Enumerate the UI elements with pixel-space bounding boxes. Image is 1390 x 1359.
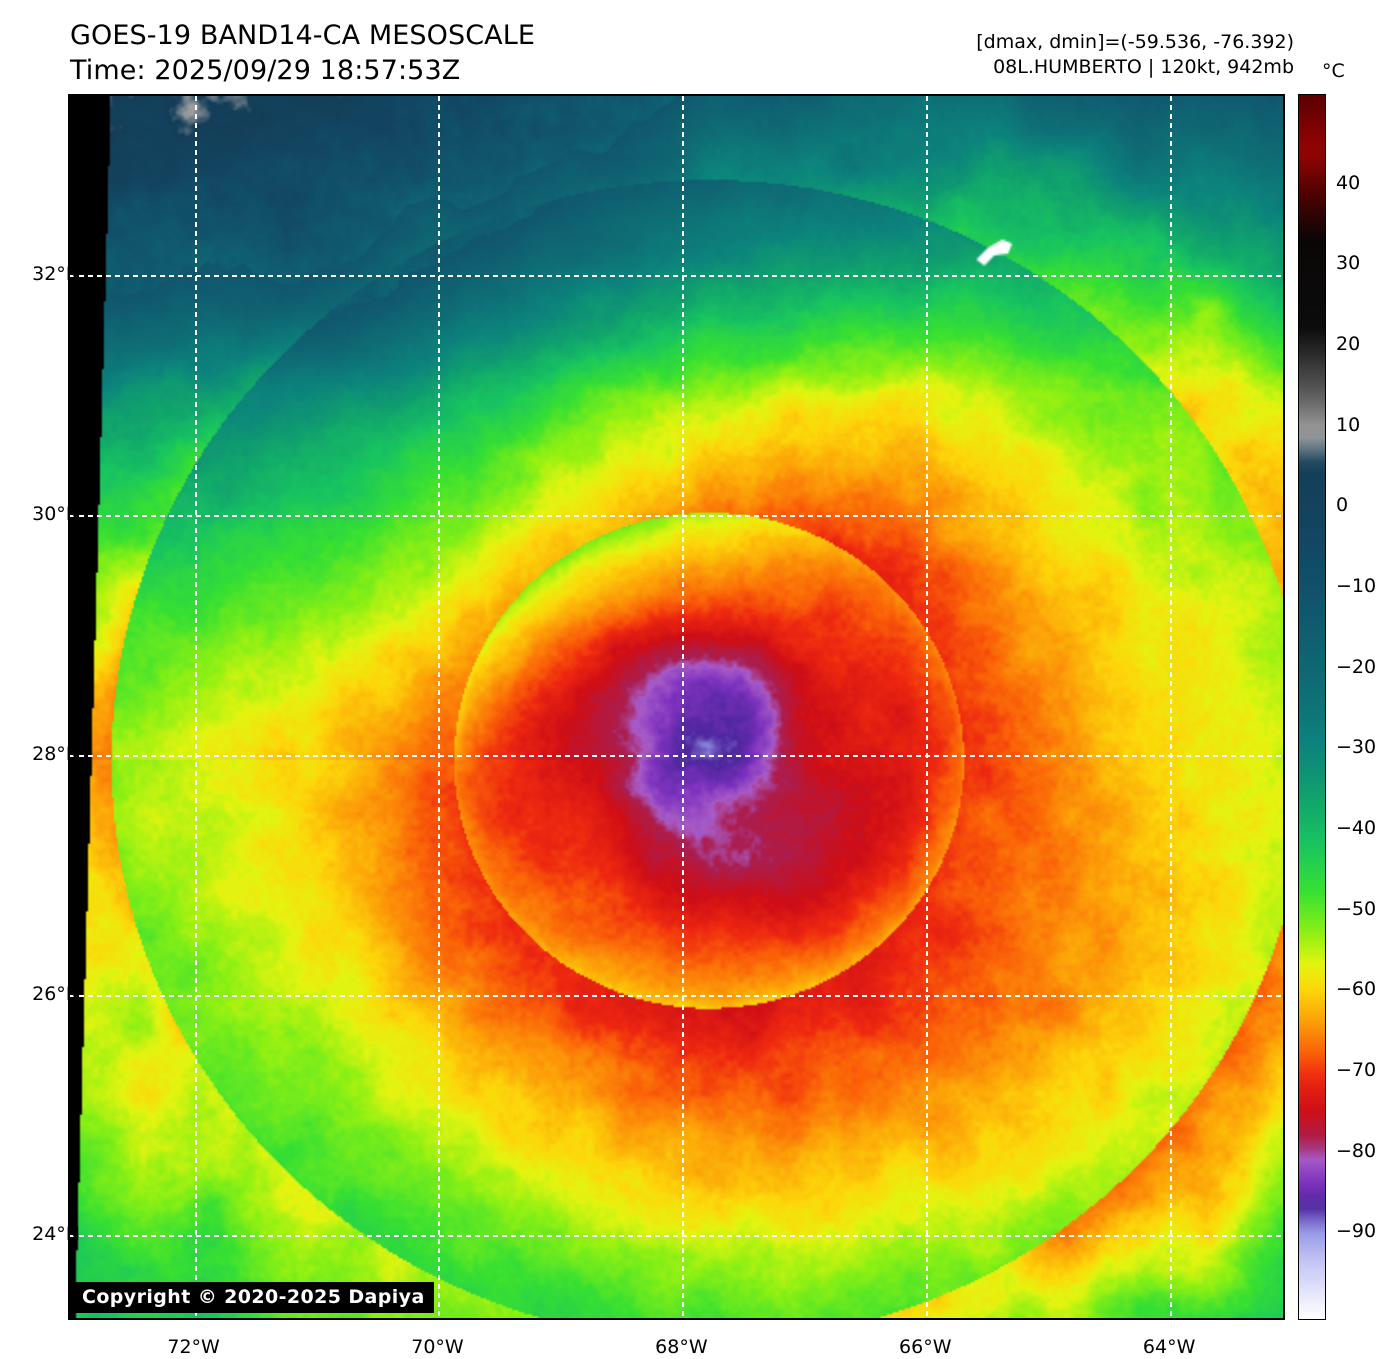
- storm-info-label: 08L.HUMBERTO | 120kt, 942mb: [993, 56, 1294, 79]
- longitude-tick-label: 70°W: [411, 1336, 464, 1358]
- metadata-block: [dmax, dmin]=(-59.536, -76.392) 08L.HUMB…: [976, 30, 1294, 80]
- latitude-tick-label: 30°N: [32, 502, 80, 525]
- dmax-dmin-label: [dmax, dmin]=(-59.536, -76.392): [976, 31, 1294, 53]
- longitude-tick-label: 64°W: [1142, 1336, 1196, 1358]
- colorbar-tick-label: −10: [1336, 575, 1377, 597]
- latitude-tick-label: 26°N: [32, 982, 80, 1005]
- colorbar-tick-label: 0: [1336, 494, 1349, 517]
- colorbar-tick-label: 10: [1336, 413, 1361, 436]
- title-block: GOES-19 BAND14-CA MESOSCALE Time: 2025/0…: [70, 18, 535, 88]
- longitude-tick-label: 66°W: [899, 1336, 952, 1358]
- colorbar-tick-label: 20: [1336, 333, 1361, 356]
- latitude-tick-label: 24°N: [32, 1222, 80, 1245]
- colorbar-tick-label: 40: [1336, 171, 1361, 194]
- temperature-colorbar[interactable]: [1298, 94, 1326, 1320]
- colorbar-tick-label: −30: [1336, 736, 1377, 759]
- colorbar-tick-label: −90: [1336, 1220, 1377, 1243]
- satellite-image-plot[interactable]: Copyright © 2020-2025 Dapiya: [68, 94, 1285, 1320]
- longitude-tick-label: 72°W: [167, 1336, 220, 1358]
- longitude-tick-label: 68°W: [655, 1336, 708, 1358]
- colorbar-tick-label: 30: [1336, 252, 1361, 275]
- latitude-tick-label: 32°N: [32, 262, 80, 285]
- colorbar-tick-label: −50: [1336, 897, 1377, 920]
- colorbar-tick-label: −80: [1336, 1139, 1377, 1162]
- colorbar-tick-label: −60: [1336, 978, 1377, 1001]
- latitude-tick-label: 28°N: [32, 742, 80, 765]
- copyright-watermark: Copyright © 2020-2025 Dapiya: [73, 1282, 434, 1313]
- page-title: GOES-19 BAND14-CA MESOSCALE: [70, 20, 536, 51]
- satellite-imagery-canvas: [70, 96, 1283, 1318]
- colorbar-gradient: [1299, 95, 1325, 1319]
- colorbar-tick-label: −20: [1336, 655, 1377, 678]
- colorbar-tick-label: −70: [1336, 1058, 1377, 1081]
- timestamp-label: Time: 2025/09/29 18:57:53Z: [70, 55, 461, 87]
- colorbar-unit-label: °C: [1322, 60, 1345, 82]
- colorbar-tick-label: −40: [1336, 816, 1377, 839]
